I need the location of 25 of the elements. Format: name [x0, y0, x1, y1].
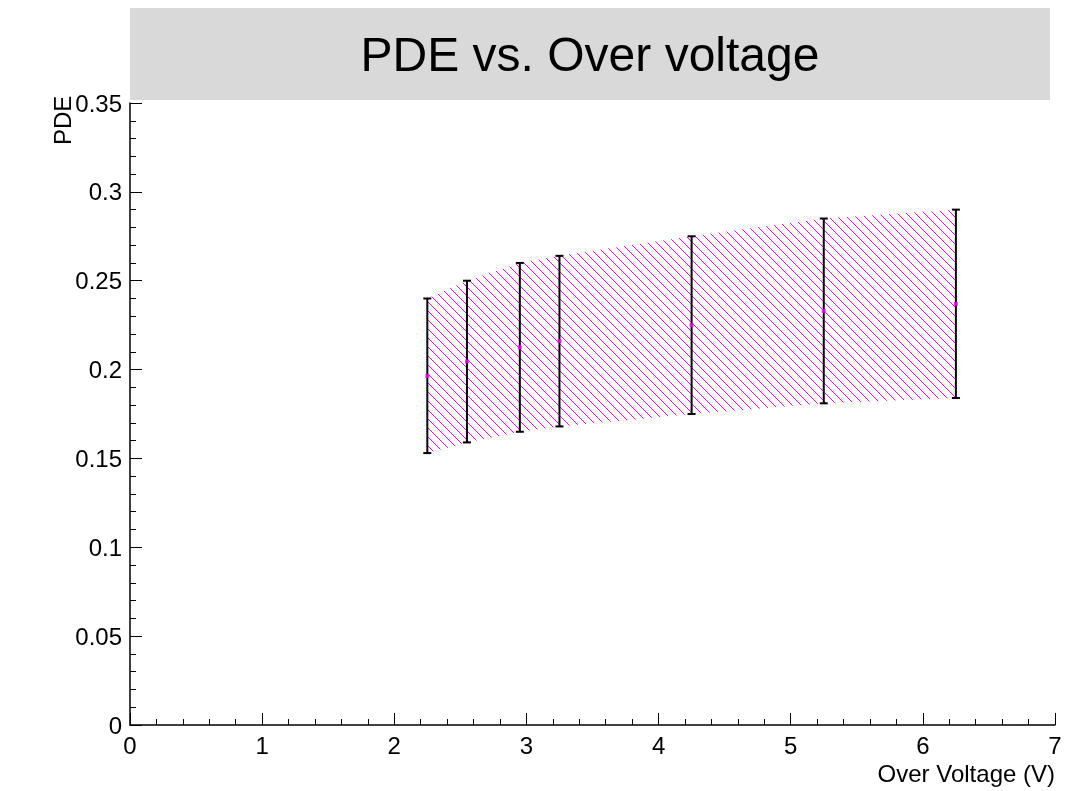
y-tick-label: 0.2 — [88, 356, 122, 384]
y-tick-label: 0.05 — [75, 622, 122, 650]
point — [689, 323, 694, 328]
point — [821, 308, 826, 313]
x-tick-label: 6 — [916, 731, 930, 759]
y-axis-title: PDE — [48, 95, 76, 145]
y-tick-label: 0.3 — [88, 178, 122, 206]
x-axis-title: Over Voltage (V) — [877, 759, 1055, 787]
x-tick-label: 1 — [255, 731, 269, 759]
y-tick-label: 0.25 — [75, 267, 122, 295]
x-tick-label: 5 — [784, 731, 798, 759]
point — [517, 345, 522, 350]
point — [557, 339, 562, 344]
point — [953, 301, 958, 306]
point — [425, 373, 430, 378]
x-tick-label: 3 — [519, 731, 534, 759]
y-tick-label: 0 — [108, 711, 122, 739]
x-tick-label: 7 — [1048, 731, 1062, 759]
y-tick-label: 0.35 — [75, 89, 122, 117]
y-tick-label: 0.1 — [88, 533, 122, 561]
x-tick-label: 2 — [387, 731, 401, 759]
x-tick-label: 4 — [651, 731, 666, 759]
point — [464, 359, 469, 364]
chart-title: PDE vs. Over voltage — [130, 8, 1050, 100]
y-tick-label: 0.15 — [75, 444, 122, 472]
